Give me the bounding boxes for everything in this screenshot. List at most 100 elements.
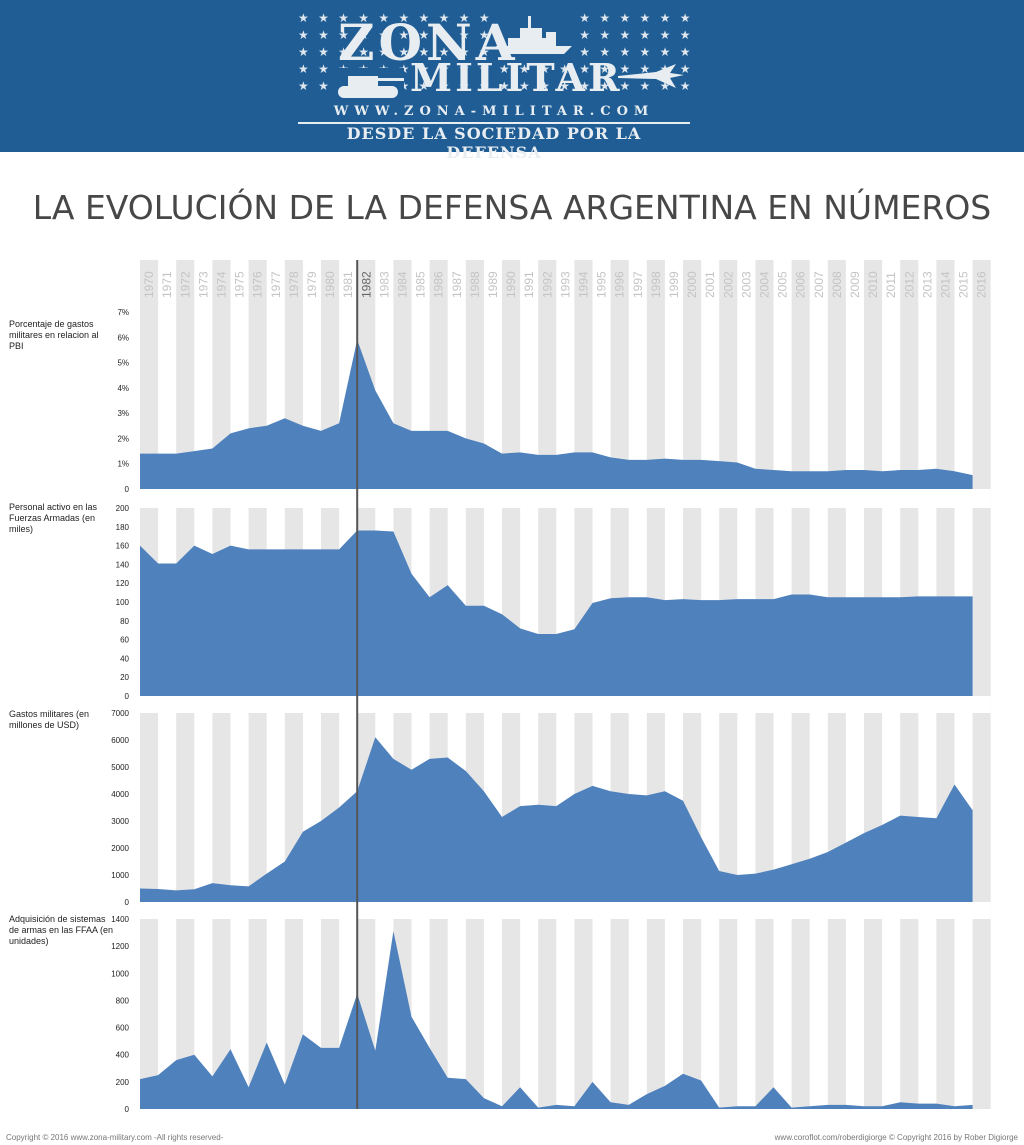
y-tick-label: 5000 bbox=[111, 763, 129, 772]
year-label: 1991 bbox=[522, 271, 536, 298]
year-label: 2015 bbox=[957, 271, 971, 298]
year-label: 1977 bbox=[269, 271, 283, 298]
y-tick-label: 3% bbox=[117, 409, 129, 418]
y-tick-label: 80 bbox=[120, 617, 129, 626]
y-tick-label: 6000 bbox=[111, 736, 129, 745]
y-tick-label: 160 bbox=[116, 542, 130, 551]
logo-militar: MILITAR bbox=[410, 55, 623, 100]
panel-separator bbox=[140, 696, 991, 713]
y-tick-label: 0 bbox=[125, 692, 130, 701]
zona-militar-logo: ★ ★ ★ ★ ★ ★ ★ ★ ★ ★ ★ ★ ★ ★ ★ ★ ★ ★ ★ ★ … bbox=[298, 10, 690, 162]
tank-icon bbox=[334, 68, 404, 100]
year-label: 1972 bbox=[178, 271, 192, 298]
y-tick-label: 100 bbox=[116, 598, 130, 607]
defense-chart: 1970 1971 1972 1973 1974 1975 1976 1977 1978 1979… bbox=[111, 260, 991, 1114]
year-label: 2003 bbox=[739, 271, 753, 298]
y-tick-label: 0 bbox=[125, 485, 130, 494]
year-label: 1976 bbox=[251, 271, 265, 298]
panel-label-personnel: Personal activo en las Fuerzas Armadas (… bbox=[9, 502, 98, 534]
y-tick-label: 1000 bbox=[111, 871, 129, 880]
year-label: 1996 bbox=[613, 271, 627, 298]
year-label: 1983 bbox=[377, 271, 391, 298]
area-series-panel-1 bbox=[140, 339, 973, 489]
year-label: 1982 bbox=[359, 271, 373, 298]
panel-label-spending: Gastos militares (en millones de USD) bbox=[9, 709, 90, 730]
y-tick-label: 0 bbox=[125, 1105, 130, 1114]
y-tick-label: 60 bbox=[120, 636, 129, 645]
year-label: 1997 bbox=[631, 271, 645, 298]
y-tick-label: 200 bbox=[116, 504, 130, 513]
y-tick-label: 600 bbox=[116, 1024, 130, 1033]
year-label: 2009 bbox=[848, 271, 862, 298]
year-label: 1971 bbox=[160, 271, 174, 298]
year-label: 1978 bbox=[287, 271, 301, 298]
year-label: 1998 bbox=[649, 271, 663, 298]
year-label: 2016 bbox=[975, 271, 989, 298]
year-label: 2010 bbox=[866, 271, 880, 298]
year-label: 2006 bbox=[794, 271, 808, 298]
y-tick-label: 400 bbox=[116, 1051, 130, 1060]
year-column-stripe bbox=[972, 260, 991, 1109]
y-tick-label: 40 bbox=[120, 654, 129, 663]
year-label: 1993 bbox=[558, 271, 572, 298]
year-label: 2012 bbox=[902, 271, 916, 298]
year-label: 2002 bbox=[721, 271, 735, 298]
panel-separator bbox=[140, 489, 991, 508]
year-label: 1981 bbox=[341, 271, 355, 298]
y-tick-label: 140 bbox=[116, 560, 130, 569]
year-label: 1995 bbox=[595, 271, 609, 298]
panel-label-gdp: Porcentaje de gastos militares en relaci… bbox=[9, 319, 99, 351]
year-label: 1988 bbox=[468, 271, 482, 298]
year-label: 2007 bbox=[812, 271, 826, 298]
y-tick-label: 4000 bbox=[111, 790, 129, 799]
year-label: 1975 bbox=[233, 271, 247, 298]
area-series-panel-4 bbox=[140, 931, 973, 1109]
y-tick-label: 1200 bbox=[111, 942, 129, 951]
y-tick-label: 7000 bbox=[111, 709, 129, 718]
year-label: 1990 bbox=[504, 271, 518, 298]
year-label: 1987 bbox=[450, 271, 464, 298]
y-tick-label: 20 bbox=[120, 673, 129, 682]
panel-label-acquisitions: Adquisición de sistemas de armas en las … bbox=[9, 914, 114, 946]
year-label: 2008 bbox=[830, 271, 844, 298]
year-label: 1979 bbox=[305, 271, 319, 298]
logo-divider bbox=[298, 122, 690, 124]
year-label: 2005 bbox=[776, 271, 790, 298]
y-tick-label: 7% bbox=[117, 308, 129, 317]
y-tick-label: 2% bbox=[117, 434, 129, 443]
y-tick-label: 6% bbox=[117, 333, 129, 342]
year-label: 1999 bbox=[667, 271, 681, 298]
y-tick-label: 1400 bbox=[111, 915, 129, 924]
y-tick-label: 2000 bbox=[111, 844, 129, 853]
logo-zona: ZONA bbox=[338, 13, 519, 72]
year-label: 2013 bbox=[920, 271, 934, 298]
y-tick-label: 120 bbox=[116, 579, 130, 588]
header-banner: ★ ★ ★ ★ ★ ★ ★ ★ ★ ★ ★ ★ ★ ★ ★ ★ ★ ★ ★ ★ … bbox=[0, 0, 1024, 162]
page-title: LA EVOLUCIÓN DE LA DEFENSA ARGENTINA EN … bbox=[32, 188, 992, 227]
year-label: 2000 bbox=[685, 271, 699, 298]
year-label: 1973 bbox=[196, 271, 210, 298]
year-label: 1986 bbox=[432, 271, 446, 298]
y-tick-label: 5% bbox=[117, 359, 129, 368]
warship-icon bbox=[494, 12, 574, 56]
year-label: 2011 bbox=[884, 272, 898, 298]
area-series-panel-3 bbox=[140, 737, 973, 902]
y-tick-label: 3000 bbox=[111, 817, 129, 826]
y-tick-label: 4% bbox=[117, 384, 129, 393]
footer-copyright-left: Copyright © 2016 www.zona-military.com -… bbox=[6, 1133, 224, 1142]
logo-url: WWW.ZONA-MILITAR.COM bbox=[333, 104, 655, 119]
y-tick-label: 1% bbox=[117, 460, 129, 469]
y-tick-label: 180 bbox=[116, 523, 130, 532]
year-label: 1994 bbox=[576, 271, 590, 298]
y-tick-label: 800 bbox=[116, 996, 130, 1005]
panel-separator bbox=[140, 902, 991, 919]
year-label: 1992 bbox=[540, 271, 554, 298]
footer-copyright-right: www.coroflot.com/roberdigiorge © Copyrig… bbox=[774, 1133, 1018, 1142]
year-label: 1974 bbox=[214, 271, 228, 298]
y-tick-label: 200 bbox=[116, 1078, 130, 1087]
y-tick-label: 1000 bbox=[111, 969, 129, 978]
year-label: 2004 bbox=[757, 271, 771, 298]
year-label: 2001 bbox=[703, 271, 717, 298]
year-label: 1985 bbox=[414, 271, 428, 298]
year-label: 1989 bbox=[486, 271, 500, 298]
